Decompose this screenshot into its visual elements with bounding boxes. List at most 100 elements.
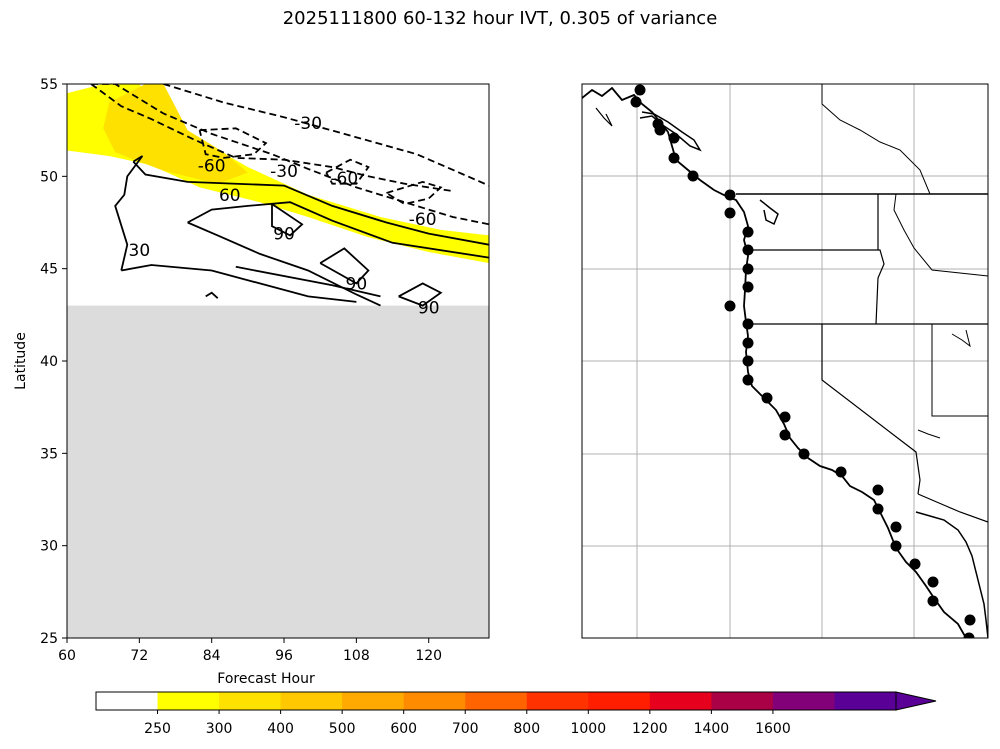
colorbar-segment	[403, 692, 466, 710]
location-dot	[890, 540, 902, 552]
location-dot	[724, 300, 736, 312]
location-dot	[909, 558, 921, 570]
contour-line-5	[386, 180, 443, 205]
contour-label-5: -60	[409, 210, 437, 230]
colorbar-tick-label: 250	[144, 721, 171, 737]
x-axis-label: Forecast Hour	[217, 671, 315, 687]
location-dot	[668, 152, 680, 164]
colorbar-tick-label: 1400	[694, 721, 730, 737]
y-tick-label: 25	[40, 631, 58, 647]
contour-label-13: 90	[346, 274, 368, 294]
location-dot	[634, 84, 646, 96]
contour-line-11	[187, 221, 381, 307]
colorbar-segment	[465, 692, 528, 710]
location-dot	[742, 281, 754, 293]
location-dot	[964, 614, 976, 626]
x-tick-label: 96	[275, 648, 293, 664]
contour-label-7: 30	[129, 241, 151, 261]
contour-line-7	[121, 264, 357, 303]
location-dot	[927, 576, 939, 588]
contour-plot: -60 -30 -30 -60 -60 30 60 90 90 90 60 72 84 96 108 120 2…	[13, 77, 490, 687]
location-dot	[779, 429, 791, 441]
location-dot	[742, 244, 754, 256]
colorbar-segment	[219, 692, 282, 710]
location-dot	[742, 318, 754, 330]
contour-line-8	[114, 155, 144, 271]
border-line	[917, 493, 988, 523]
colorbar-tick-label: 1000	[570, 721, 606, 737]
colorbar: 250 300 400 500 600 700 800 1000 1200 1400 1600	[95, 691, 937, 737]
river-outline	[917, 429, 941, 439]
masked-region	[67, 305, 489, 638]
contour-line-3	[163, 84, 489, 187]
state-border	[748, 249, 885, 325]
colorbar-tick-label: 800	[513, 721, 540, 737]
colorbar-segment	[526, 692, 589, 710]
contour-label-12: 90	[273, 225, 295, 245]
contour-line-10	[187, 201, 489, 259]
figure-title: 2025111800 60-132 hour IVT, 0.305 of var…	[282, 8, 718, 29]
colorbar-tick-label: 1200	[632, 721, 668, 737]
x-tick-label: 84	[203, 648, 221, 664]
colorbar-segment	[834, 692, 897, 710]
location-dot	[742, 263, 754, 275]
contour-label-2: -30	[270, 162, 298, 182]
contour-line-9	[235, 265, 381, 298]
x-tick-label: 120	[415, 648, 442, 664]
colorbar-tick-label: 300	[206, 721, 233, 737]
colorbar-segment	[280, 692, 343, 710]
colorbar-segment	[342, 692, 405, 710]
colorbar-frame	[95, 691, 897, 711]
y-axis-label: Latitude	[13, 332, 29, 390]
y-tick-label: 40	[40, 354, 58, 370]
contour-label-3: -30	[294, 114, 322, 134]
contour-label-14: 90	[418, 298, 440, 318]
location-dot	[742, 355, 754, 367]
location-dot	[687, 170, 699, 182]
baja-coast	[915, 511, 988, 638]
y-tick-label: 55	[40, 77, 58, 93]
location-dot	[742, 337, 754, 349]
contour-label-0: -60	[198, 156, 226, 176]
location-dot	[724, 189, 736, 201]
location-dot	[742, 374, 754, 386]
contour-label-10: 60	[219, 186, 241, 206]
location-dot	[630, 96, 642, 108]
contour-line-1	[198, 127, 268, 159]
plot-area	[67, 84, 489, 638]
colorbar-segment	[711, 692, 774, 710]
x-tick-label: 108	[343, 648, 370, 664]
location-dot	[724, 207, 736, 219]
location-map	[581, 83, 989, 639]
coastline	[582, 86, 967, 638]
colorbar-tick-label: 1600	[755, 721, 791, 737]
contour-line-13	[319, 247, 370, 285]
location-dot	[835, 466, 847, 478]
y-tick-label: 30	[40, 539, 58, 555]
contour-line-4	[325, 158, 370, 185]
colorbar-segment	[649, 692, 712, 710]
puget-sound-outline	[759, 199, 779, 226]
contour-line-12	[271, 203, 304, 237]
location-dot	[872, 503, 884, 515]
location-dot	[798, 448, 810, 460]
map-area	[582, 84, 988, 638]
x-tick-label: 60	[58, 648, 76, 664]
state-border	[821, 324, 921, 495]
island-outline	[639, 111, 702, 152]
colorbar-segment	[96, 692, 159, 710]
x-tick-label: 72	[130, 648, 148, 664]
island-outline	[595, 107, 613, 127]
location-dot	[761, 392, 773, 404]
colorbar-segment	[588, 692, 651, 710]
contour-line-6	[132, 160, 489, 246]
colorbar-tick-label: 500	[329, 721, 356, 737]
state-border	[931, 324, 988, 417]
location-dot	[779, 411, 791, 423]
location-dot	[963, 632, 975, 638]
location-dot	[890, 521, 902, 533]
state-border	[893, 193, 988, 277]
location-dot	[668, 132, 680, 144]
colorbar-segment	[772, 692, 835, 710]
